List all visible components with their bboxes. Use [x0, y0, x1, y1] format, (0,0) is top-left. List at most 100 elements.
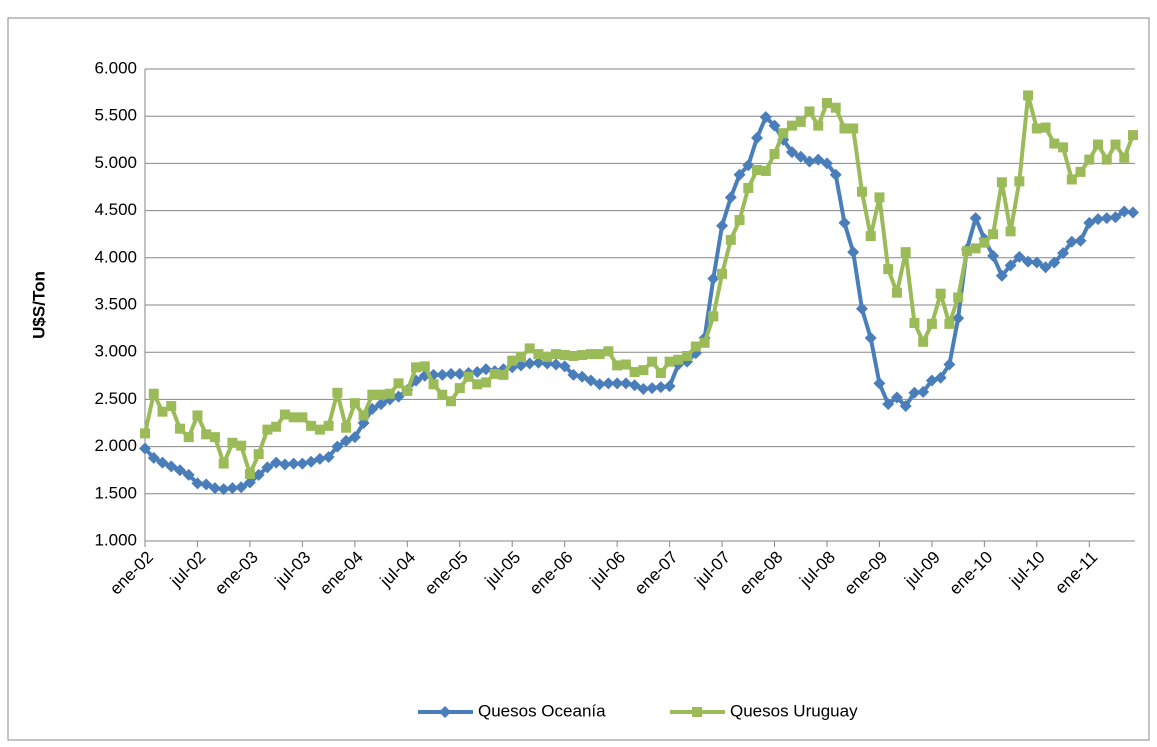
point-marker [402, 385, 413, 396]
point-marker [1127, 206, 1139, 219]
point-marker [217, 483, 230, 496]
point-marker [322, 450, 335, 463]
point-marker [1109, 211, 1122, 224]
point-marker [165, 460, 178, 473]
point-marker [428, 379, 439, 390]
point-marker [182, 468, 195, 481]
point-marker [157, 406, 168, 417]
point-marker [288, 412, 299, 423]
point-marker [909, 317, 920, 328]
point-marker [341, 422, 352, 433]
point-marker [603, 346, 614, 357]
point-marker [261, 461, 274, 474]
point-marker [1048, 256, 1061, 269]
point-marker [716, 219, 729, 232]
point-marker [1040, 122, 1051, 133]
point-marker [953, 292, 964, 303]
point-marker [147, 451, 160, 464]
point-marker [1092, 213, 1105, 226]
point-marker [899, 400, 912, 413]
point-marker [306, 420, 317, 431]
point-marker [201, 429, 212, 440]
y-tick-label: 5.000 [94, 153, 137, 172]
point-marker [439, 706, 451, 718]
point-marker [209, 432, 220, 443]
point-marker [1128, 130, 1138, 141]
point-marker [1005, 226, 1016, 237]
point-marker [191, 477, 204, 490]
point-marker [436, 368, 449, 381]
point-marker [446, 396, 457, 407]
point-marker [331, 440, 344, 453]
point-marker [1065, 235, 1078, 248]
point-marker [682, 350, 693, 361]
point-marker [567, 368, 580, 381]
point-marker [1014, 176, 1025, 187]
y-tick-label: 1.500 [94, 483, 137, 502]
point-marker [437, 389, 448, 400]
y-tick-label: 4.500 [94, 200, 137, 219]
point-marker [243, 476, 256, 489]
point-marker [1039, 261, 1052, 274]
point-marker [532, 356, 545, 369]
point-marker [900, 247, 911, 258]
point-marker [943, 358, 956, 371]
point-marker [692, 707, 702, 717]
point-marker [996, 177, 1007, 188]
point-marker [1058, 142, 1069, 153]
legend-label: Quesos Oceanía [478, 701, 606, 720]
point-marker [908, 386, 921, 399]
point-marker [252, 468, 265, 481]
point-marker [752, 165, 763, 176]
point-marker [917, 385, 930, 398]
point-marker [1030, 256, 1043, 269]
point-marker [1083, 216, 1096, 229]
point-marker [646, 382, 659, 395]
point-marker [724, 191, 737, 204]
point-marker [585, 349, 596, 360]
point-marker [384, 388, 395, 399]
point-marker [734, 215, 745, 226]
point-marker [864, 332, 877, 345]
point-marker [208, 482, 221, 495]
point-marker [584, 374, 597, 387]
point-marker [620, 359, 631, 370]
point-marker [654, 381, 667, 394]
point-marker [751, 131, 764, 144]
point-marker [140, 428, 150, 439]
point-marker [804, 106, 815, 117]
point-marker [323, 420, 334, 431]
point-marker [227, 437, 238, 448]
point-marker [612, 360, 623, 371]
point-marker [559, 350, 570, 361]
point-marker [314, 424, 325, 435]
point-marker [637, 383, 650, 396]
point-marker [1075, 166, 1086, 177]
point-marker [253, 449, 264, 460]
point-marker [542, 351, 553, 362]
y-tick-label: 3.000 [94, 342, 137, 361]
point-marker [865, 231, 876, 242]
point-marker [733, 168, 746, 181]
point-marker [489, 368, 500, 379]
point-marker [856, 186, 867, 197]
point-marker [313, 452, 326, 465]
point-marker [200, 478, 213, 491]
point-marker [944, 318, 955, 329]
point-marker [768, 119, 781, 132]
point-marker [593, 378, 606, 391]
point-marker [549, 358, 562, 371]
point-marker [821, 97, 832, 108]
point-marker [988, 229, 999, 240]
point-marker [969, 212, 982, 225]
point-marker [1004, 259, 1017, 272]
point-marker [628, 379, 641, 392]
point-marker [297, 412, 308, 423]
point-marker [794, 150, 807, 163]
point-marker [787, 120, 798, 131]
point-marker [838, 216, 851, 229]
point-marker [287, 457, 300, 470]
point-marker [262, 424, 273, 435]
point-marker [1119, 152, 1130, 163]
